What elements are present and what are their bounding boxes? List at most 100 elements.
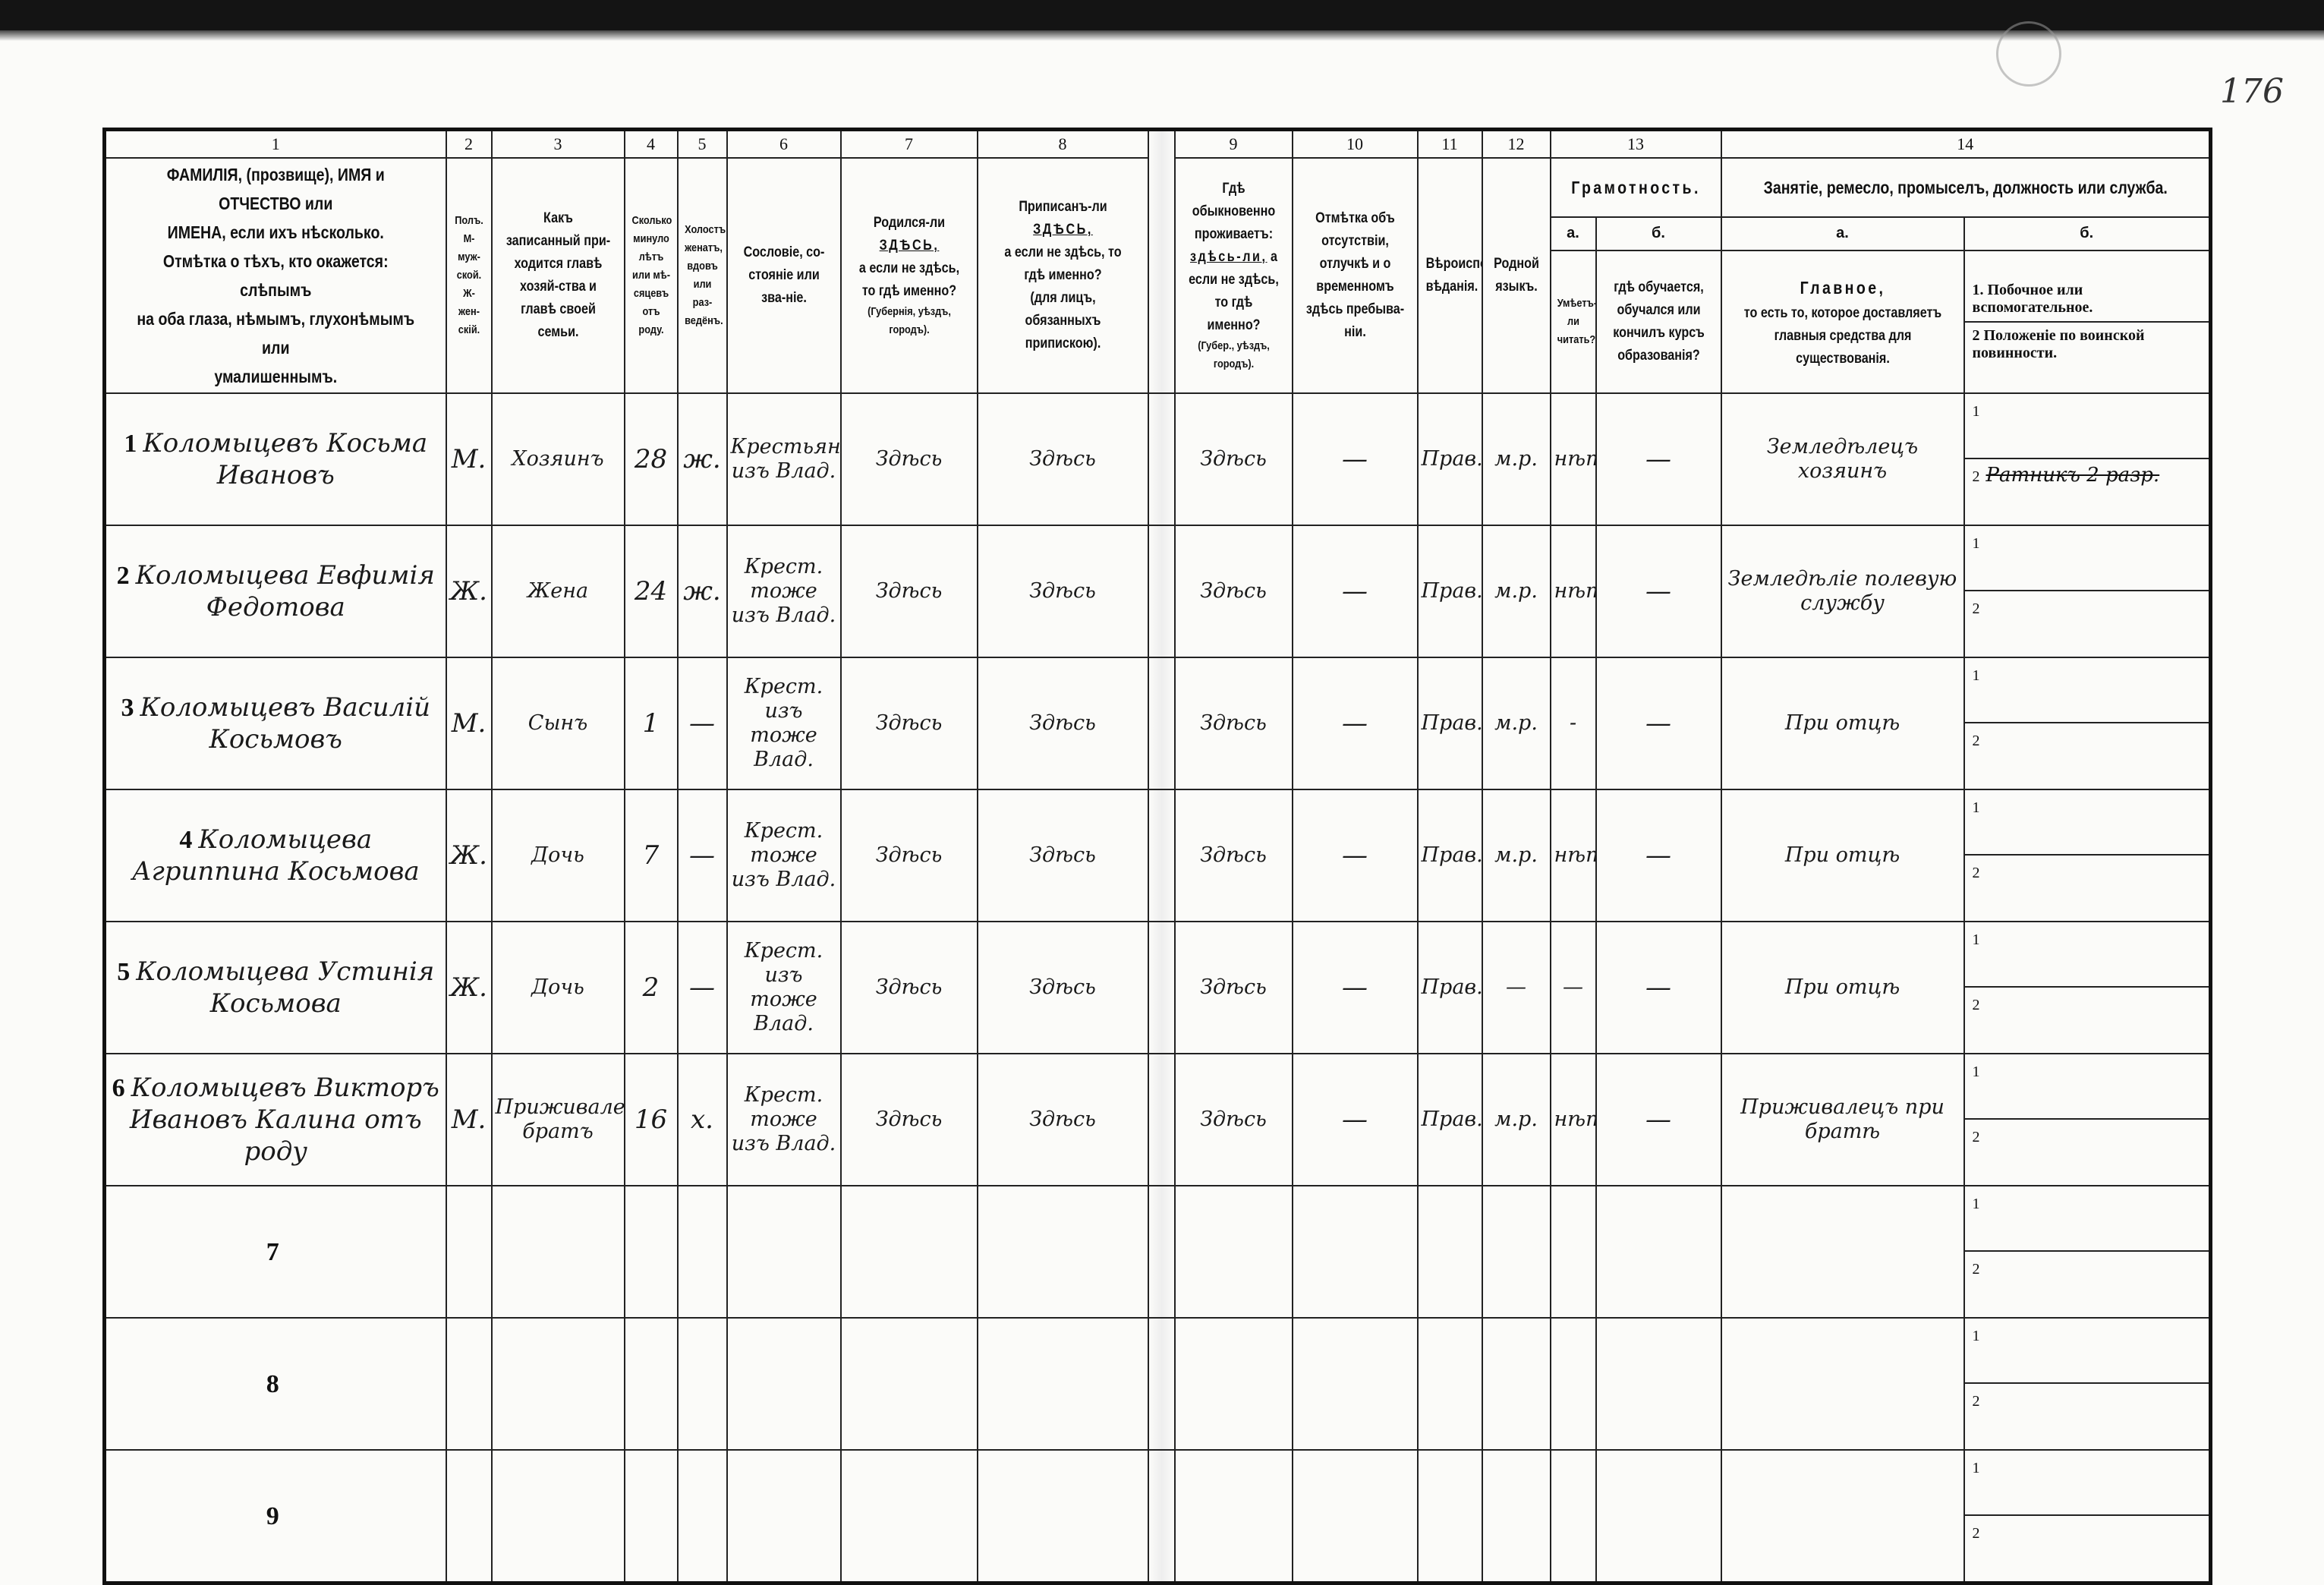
- language-cell: [1481, 1317, 1551, 1451]
- literate-text: нѣтъ: [1554, 447, 1595, 471]
- born-text: Здѣсь: [875, 711, 943, 735]
- age-cell: 1: [623, 657, 679, 790]
- occupation-text: При отцѣ: [1784, 711, 1900, 735]
- name-text: Коломыцевъ Косьма Ивановъ: [143, 428, 428, 490]
- sub-line-label: 2: [1972, 600, 1980, 617]
- occupation-cell: [1720, 1317, 1965, 1451]
- registered-cell: [976, 1449, 1149, 1584]
- header-language: Родной языкъ.: [1481, 157, 1551, 394]
- absence-cell: —: [1291, 921, 1419, 1054]
- relation-text: Жена: [527, 579, 589, 603]
- secondary-occupation-cell: 1 2 Ратникъ 2 разр.: [1963, 392, 2212, 526]
- born-text: Здѣсь: [875, 843, 943, 867]
- residence-cell: Здѣсь: [1173, 525, 1293, 658]
- header-residence: Гдѣ обыкновенно проживаетъ: здѣсь-ли, а е…: [1173, 157, 1293, 394]
- religion-text: Прав.: [1421, 975, 1482, 999]
- residence-cell: [1173, 1185, 1293, 1319]
- education-cell: —: [1595, 1053, 1722, 1186]
- literate-text: -: [1569, 711, 1577, 735]
- absence-text: —: [1342, 972, 1368, 1003]
- birthplace-cell: Здѣсь: [839, 789, 978, 922]
- religion-cell: [1416, 1185, 1483, 1319]
- resides-text: Здѣсь: [1200, 447, 1267, 471]
- sub-line-1: 1: [1965, 395, 2209, 459]
- sub-line-2: 2: [1966, 988, 2209, 1052]
- absence-cell: —: [1291, 1053, 1419, 1186]
- estate-text: Крестьянинъ изъ Влад.: [730, 435, 841, 483]
- registered-cell: Здѣсь: [976, 525, 1149, 658]
- page-fold: [1147, 657, 1176, 790]
- sub-line-2: 2: [1966, 1120, 2209, 1184]
- person-row: 6 Коломыцевъ Викторъ Ивановъ Калина отъ р…: [103, 1053, 2212, 1186]
- language-cell: м.р.: [1481, 1053, 1551, 1186]
- relation-cell: Дочь: [490, 789, 625, 922]
- sub-line-2: 2: [1966, 856, 2209, 920]
- sub-line-1: 1: [1965, 1451, 2209, 1516]
- relation-cell: Сынъ: [490, 657, 625, 790]
- registered-cell: [976, 1317, 1149, 1451]
- absence-cell: —: [1291, 525, 1419, 658]
- sub-line-2: 2: [1966, 1252, 2209, 1316]
- estate-text: Крест. тоже изъ Влад.: [731, 1083, 836, 1155]
- occupation-cell: Приживалецъ при братѣ: [1720, 1053, 1965, 1186]
- residence-cell: Здѣсь: [1173, 657, 1293, 790]
- marital-text: х.: [691, 1104, 713, 1135]
- occupation-text: При отцѣ: [1784, 975, 1900, 999]
- registered-text: Здѣсь: [1029, 975, 1096, 999]
- estate-cell: [726, 1185, 842, 1319]
- marital-cell: —: [676, 657, 728, 790]
- absence-cell: —: [1291, 789, 1419, 922]
- relation-text: Сынъ: [527, 711, 588, 735]
- sex-cell: М.: [445, 657, 493, 790]
- header-row: ФАМИЛІЯ, (прозвище), ИМЯ и ОТЧЕСТВО или И…: [103, 157, 2212, 394]
- education-text: —: [1645, 972, 1671, 1003]
- sub-line-label: 2: [1972, 468, 1980, 485]
- person-rows: 1 Коломыцевъ Косьма Ивановъ М. Хозяинъ 28 ж. К…: [103, 392, 2212, 1584]
- name-cell: 1 Коломыцевъ Косьма Ивановъ: [103, 392, 447, 526]
- age-text: 7: [642, 840, 660, 871]
- header-age: Сколько минуло лѣтъ или мѣ-сяцевъ отъ ро…: [623, 157, 679, 394]
- colnum: 9: [1173, 128, 1293, 159]
- estate-cell: Крест. тоже изъ Влад.: [726, 789, 842, 922]
- born-text: Здѣсь: [875, 975, 943, 999]
- sex-cell: М.: [445, 1053, 493, 1186]
- name-text: Коломыцевъ Викторъ Ивановъ Калина отъ ро…: [129, 1073, 439, 1167]
- row-number: 2: [116, 562, 130, 590]
- row-number: 1: [124, 430, 137, 458]
- age-cell: 2: [623, 921, 679, 1054]
- sex-cell: Ж.: [445, 921, 493, 1054]
- name-cell: 3 Коломыцевъ Василій Косьмовъ: [103, 657, 447, 790]
- sub-line-label: 1: [1972, 535, 1980, 552]
- occupation-cell: [1720, 1185, 1965, 1319]
- literacy-cell: нѣтъ: [1549, 392, 1597, 526]
- page-fold: [1147, 525, 1176, 658]
- sub-line-label: 1: [1972, 1196, 1980, 1212]
- page-fold: [1147, 1053, 1176, 1186]
- literacy-cell: -: [1549, 657, 1597, 790]
- religion-text: Прав.: [1421, 711, 1482, 735]
- estate-text: Крест. изъ тоже Влад.: [744, 939, 823, 1035]
- born-text: Здѣсь: [875, 447, 943, 471]
- header-registered: Приписанъ-ли ЗДѢСЬ, а если не здѣсь, то г…: [976, 157, 1149, 394]
- header-relation: Какъ записанный при-ходится главѣ хозяй-…: [490, 157, 625, 394]
- age-text: 1: [642, 708, 660, 739]
- row-number: 3: [121, 694, 134, 722]
- residence-cell: Здѣсь: [1173, 392, 1293, 526]
- page-number: 176: [2220, 72, 2284, 111]
- name-text: Коломыцевъ Василій Косьмовъ: [140, 692, 431, 755]
- age-cell: 24: [623, 525, 679, 658]
- absence-cell: [1291, 1317, 1419, 1451]
- age-cell: 28: [623, 392, 679, 526]
- marital-cell: [676, 1317, 728, 1451]
- language-cell: —: [1481, 921, 1551, 1054]
- marital-text: ж.: [683, 444, 721, 474]
- estate-cell: [726, 1449, 842, 1584]
- relation-text: Дочь: [531, 975, 584, 999]
- header-birthplace: Родился-ли ЗДѢСЬ, а если не здѣсь, то гдѣ…: [839, 157, 978, 394]
- occupation-text: Приживалецъ при братѣ: [1740, 1095, 1945, 1143]
- colnum: 3: [490, 128, 625, 159]
